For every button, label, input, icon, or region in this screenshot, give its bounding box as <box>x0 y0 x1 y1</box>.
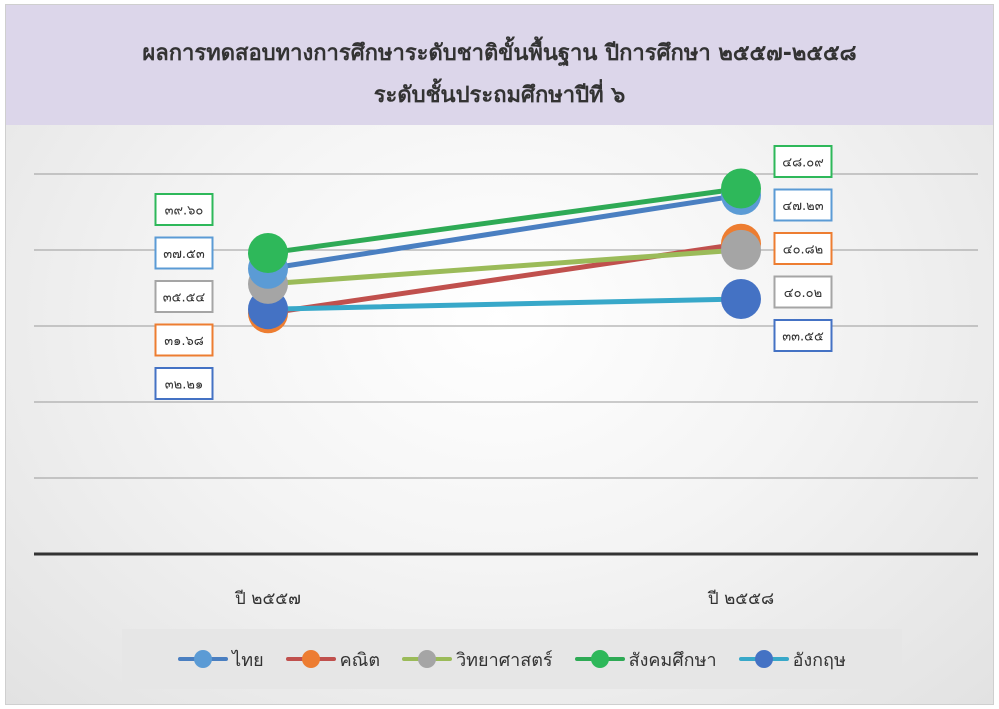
legend-item-4: อังกฤษ <box>738 645 846 674</box>
data-label-text: ๔๘.๐๙ <box>782 156 823 171</box>
title-band: ผลการทดสอบทางการศึกษาระดับชาติขั้นพื้นฐา… <box>6 5 993 125</box>
data-label-1-0: ๓๑.๖๘ <box>154 323 214 357</box>
data-label-text: ๓๙.๖๐ <box>165 204 204 219</box>
legend-label-2: วิทยาศาสตร์ <box>456 649 553 671</box>
data-label-box <box>154 280 214 313</box>
legend-dot <box>194 650 213 668</box>
legend: ไทย คณิต วิทยาศาสตร์ สังคมศึกษา อังกฤษ <box>122 629 902 689</box>
x-tick-label-1: ปี ๒๕๕๘ <box>707 589 775 609</box>
marker-3-1 <box>721 168 761 209</box>
data-label-box <box>154 193 214 226</box>
legend-label-1: คณิต <box>339 649 381 671</box>
legend-label-4: อังกฤษ <box>792 649 846 671</box>
legend-swatch-0 <box>178 650 229 668</box>
data-label-4-0: ๓๒.๒๑ <box>154 367 214 400</box>
data-label-text: ๓๗.๕๓ <box>163 247 205 262</box>
data-label-box <box>154 323 214 357</box>
series-line-0 <box>265 192 744 272</box>
data-label-text: ๓๕.๕๔ <box>163 291 206 306</box>
marker-4-1 <box>721 279 761 320</box>
legend-swatch-3 <box>574 650 625 668</box>
legend-label-0: ไทย <box>232 649 264 671</box>
data-label-box <box>773 145 833 178</box>
data-label-text: ๔๗.๒๓ <box>782 199 823 214</box>
legend-item-0: ไทย <box>178 645 264 674</box>
legend-swatch-1 <box>285 650 336 668</box>
legend-dot <box>418 650 437 668</box>
data-label-box <box>154 367 214 400</box>
series-line-2 <box>265 247 744 287</box>
data-label-text: ๔๐.๘๒ <box>783 243 824 258</box>
legend-item-1: คณิต <box>285 645 381 674</box>
legend-dot <box>590 650 609 668</box>
data-label-3-0: ๓๙.๖๐ <box>154 193 214 226</box>
series-lines <box>265 186 744 316</box>
marker-2-1 <box>721 229 761 270</box>
data-label-text: ๔๐.๐๒ <box>784 286 822 301</box>
data-label-2-1: ๔๐.๐๒ <box>773 275 833 309</box>
data-label-box <box>773 188 833 222</box>
data-label-box <box>773 319 833 352</box>
data-label-text: ๓๒.๒๑ <box>165 378 203 393</box>
data-label-2-0: ๓๕.๕๔ <box>154 280 214 313</box>
chart-title: ผลการทดสอบทางการศึกษาระดับชาติขั้นพื้นฐา… <box>142 41 857 66</box>
data-label-0-1: ๔๗.๒๓ <box>773 188 833 222</box>
chart-frame: ผลการทดสอบทางการศึกษาระดับชาติขั้นพื้นฐา… <box>5 4 994 705</box>
data-label-box <box>773 232 833 265</box>
data-label-text: ๓๓.๕๕ <box>782 330 824 345</box>
legend-label-3: สังคมศึกษา <box>628 649 717 671</box>
series-line-3 <box>265 186 744 256</box>
legend-swatch-4 <box>738 650 789 668</box>
series-line-4 <box>265 296 744 312</box>
legend-item-2: วิทยาศาสตร์ <box>402 645 553 674</box>
x-tick-label-0: ปี ๒๕๕๗ <box>235 589 301 609</box>
legend-dot <box>754 650 773 668</box>
legend-dot <box>301 650 320 668</box>
marker-3-0 <box>248 233 288 274</box>
legend-swatch-2 <box>402 650 453 668</box>
data-label-box <box>773 275 833 309</box>
legend-item-3: สังคมศึกษา <box>574 645 717 674</box>
data-label-3-1: ๔๘.๐๙ <box>773 145 833 178</box>
data-label-1-1: ๔๐.๘๒ <box>773 232 833 265</box>
series-markers <box>248 168 761 334</box>
data-label-box <box>154 236 214 270</box>
data-label-0-0: ๓๗.๕๓ <box>154 236 214 270</box>
data-label-text: ๓๑.๖๘ <box>164 334 204 349</box>
data-label-4-1: ๓๓.๕๕ <box>773 319 833 352</box>
chart-subtitle: ระดับชั้นประถมศึกษาปีที่ ๖ <box>373 83 626 108</box>
